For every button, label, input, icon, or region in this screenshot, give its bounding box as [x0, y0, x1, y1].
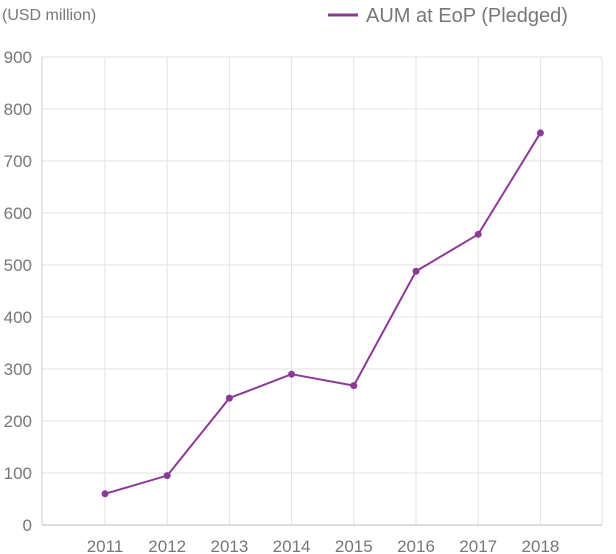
data-point — [412, 267, 420, 275]
y-tick-label: 0 — [23, 516, 32, 535]
data-point — [101, 490, 109, 498]
y-tick-label: 400 — [4, 308, 32, 327]
data-point — [163, 472, 171, 480]
unit-label: (USD million) — [2, 7, 96, 24]
y-tick-label: 100 — [4, 464, 32, 483]
x-tick-label: 2015 — [335, 537, 373, 554]
axes — [41, 57, 602, 526]
x-tick-label: 2012 — [148, 537, 186, 554]
series — [101, 129, 544, 498]
chart-legend: AUM at EoP (Pledged) — [328, 5, 568, 27]
y-tick-label: 200 — [4, 412, 32, 431]
x-tick-label: 2014 — [273, 537, 311, 554]
data-point — [225, 394, 233, 402]
y-tick-label: 500 — [4, 256, 32, 275]
y-axis-ticks: 0 100 200 300 400 500 600 700 800 900 — [4, 48, 32, 535]
y-tick-label: 800 — [4, 100, 32, 119]
x-axis-ticks: 2011 2012 2013 2014 2015 2016 2017 2018 — [87, 537, 560, 554]
x-tick-label: 2013 — [210, 537, 248, 554]
x-tick-label: 2018 — [521, 537, 559, 554]
grid — [42, 56, 603, 525]
x-tick-label: 2017 — [459, 537, 497, 554]
y-tick-label: 600 — [4, 204, 32, 223]
data-point — [474, 230, 482, 238]
data-point — [536, 129, 544, 137]
y-tick-label: 300 — [4, 360, 32, 379]
series-line — [104, 132, 542, 495]
y-tick-label: 900 — [4, 48, 32, 67]
legend-label: AUM at EoP (Pledged) — [366, 5, 568, 27]
data-point — [288, 370, 296, 378]
x-tick-label: 2016 — [397, 537, 435, 554]
y-tick-label: 700 — [4, 152, 32, 171]
x-tick-label: 2011 — [87, 537, 124, 554]
data-point — [350, 382, 358, 390]
